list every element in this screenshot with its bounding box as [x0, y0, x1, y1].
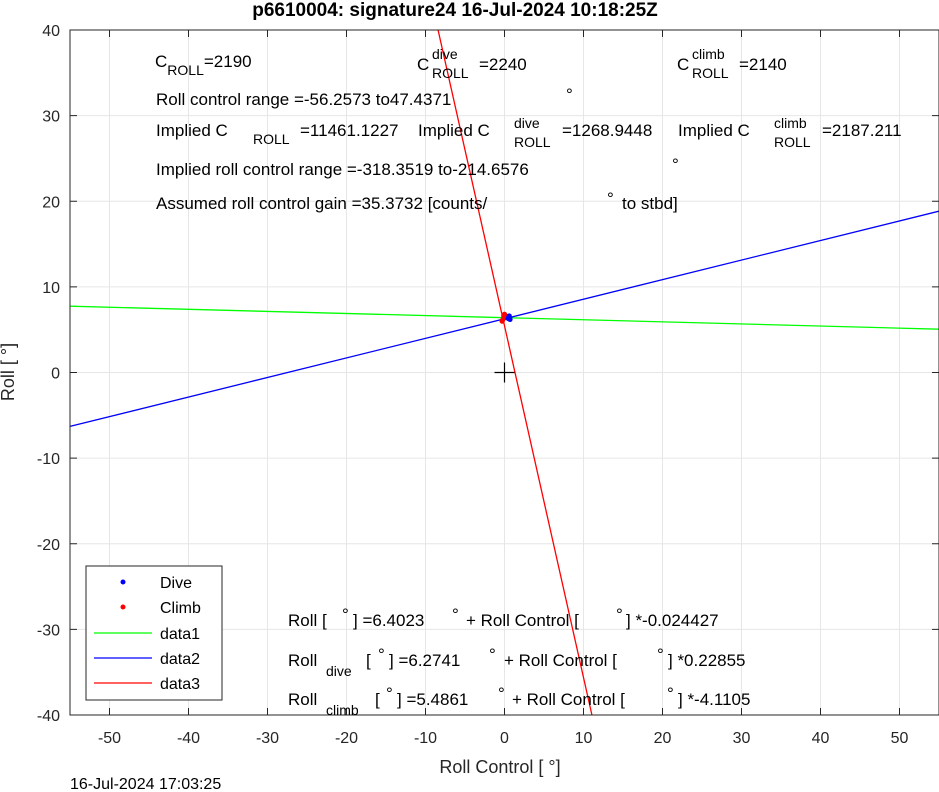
- fit-dive-mid1: ] =6.2741: [389, 651, 460, 670]
- gain-unit-text: to stbd]: [622, 194, 678, 213]
- fit-climb-post: ] *-4.1105: [678, 690, 750, 709]
- c-roll-climb-sup: climb: [692, 46, 725, 62]
- c-roll-dive-sup: dive: [432, 46, 458, 62]
- fit-all-deg-2: °: [452, 605, 459, 624]
- c-roll-climb-label: C: [677, 55, 689, 74]
- y-tick-label: 10: [42, 280, 60, 297]
- climb-point: [501, 311, 508, 317]
- fit-climb-mid1: ] =5.4861: [397, 690, 468, 709]
- implied-c-roll-climb-sup: climb: [774, 115, 807, 131]
- c-roll-dive-label: C: [417, 55, 429, 74]
- x-tick-label: -50: [98, 730, 121, 747]
- fit-dive-post: ] *0.22855: [668, 651, 746, 670]
- y-tick-labels: -40 -30 -20 -10 0 10 20 30 40: [37, 23, 60, 725]
- x-tick-label: -40: [177, 730, 200, 747]
- implied-c-roll-label: Implied C: [156, 121, 228, 140]
- c-roll-climb-value: =2140: [739, 55, 787, 74]
- y-tick-label: 20: [42, 194, 60, 211]
- annotations: CROLL=2190 C dive ROLL =2240 C climb ROL…: [155, 46, 902, 718]
- c-roll-text: CROLL=2190: [155, 52, 252, 78]
- legend-data2-label: data2: [160, 651, 200, 668]
- x-tick-label: -10: [414, 730, 437, 747]
- c-roll-dive-sub: ROLL: [432, 65, 469, 81]
- fit-climb-deg-1: °: [386, 684, 393, 703]
- legend-climb-label: Climb: [160, 600, 201, 617]
- x-tick-label: -20: [335, 730, 358, 747]
- fit-dive-deg-2: °: [489, 645, 496, 664]
- implied-c-roll-dive-value: =1268.9448: [562, 121, 652, 140]
- legend-dive-marker: [120, 579, 126, 585]
- roll-range-text: Roll control range =-56.2573 to47.4371: [156, 90, 451, 109]
- fit-climb-deg-2: °: [498, 684, 505, 703]
- center-marker: [494, 362, 515, 383]
- legend-climb-marker: [120, 604, 126, 610]
- x-tick-label: 50: [891, 730, 909, 747]
- gain-text: Assumed roll control gain =35.3732 [coun…: [156, 194, 488, 213]
- x-tick-label: 30: [733, 730, 751, 747]
- y-axis-label: Roll [ °]: [0, 343, 18, 401]
- fit-climb-mid2: + Roll Control [: [512, 690, 625, 709]
- x-tick-label: 0: [500, 730, 509, 747]
- y-tick-label: 40: [42, 23, 60, 40]
- x-tick-labels: -50 -40 -30 -20 -10 0 10 20 30 40 50: [98, 730, 909, 747]
- fit-dive-mid: [: [366, 651, 371, 670]
- legend-dive-label: Dive: [160, 575, 192, 592]
- fit-dive-pre: Roll: [288, 651, 317, 670]
- climb-point: [499, 318, 505, 324]
- fit-dive-deg-1: °: [378, 645, 385, 664]
- y-tick-label: -40: [37, 708, 60, 725]
- y-tick-label: -10: [37, 451, 60, 468]
- implied-c-roll-sub: ROLL: [253, 131, 290, 147]
- chart-title: p6610004: signature24 16-Jul-2024 10:18:…: [252, 0, 658, 21]
- fit-climb-sub: climb: [326, 702, 359, 718]
- fit-all-mid: ] =6.4023: [353, 611, 424, 630]
- fit-all-mid2: + Roll Control [: [466, 611, 579, 630]
- degree-symbol-1: °: [566, 85, 573, 104]
- implied-c-roll-dive-label: Implied C: [418, 121, 490, 140]
- x-tick-label: 40: [812, 730, 830, 747]
- implied-c-roll-value: =11461.1227: [300, 121, 398, 140]
- axis-ticks: [70, 29, 939, 716]
- implied-c-roll-dive-sub: ROLL: [514, 134, 551, 150]
- x-tick-label: 10: [575, 730, 593, 747]
- legend-data1-label: data1: [160, 626, 200, 643]
- x-tick-label: 20: [654, 730, 672, 747]
- legend: Dive Climb data1 data2 data3: [85, 565, 223, 701]
- x-axis-label: Roll Control [ °]: [439, 757, 560, 777]
- y-tick-label: 0: [51, 366, 60, 383]
- fit-all-deg-3: °: [616, 605, 623, 624]
- implied-c-roll-dive-sup: dive: [514, 115, 540, 131]
- fit-all-pre: Roll [: [288, 611, 327, 630]
- fit-dive-sub: dive: [326, 663, 352, 679]
- implied-c-roll-climb-value: =2187.211: [822, 121, 902, 140]
- data-points: [499, 311, 513, 324]
- fit-all-post: ] *-0.024427: [626, 611, 719, 630]
- y-tick-label: -30: [37, 622, 60, 639]
- implied-c-roll-climb-sub: ROLL: [774, 134, 811, 150]
- c-roll-climb-sub: ROLL: [692, 65, 729, 81]
- c-roll-dive-value: =2240: [479, 55, 527, 74]
- degree-symbol-2: °: [672, 155, 679, 174]
- fit-climb-pre: Roll: [288, 690, 317, 709]
- fit-climb-deg-3: °: [667, 684, 674, 703]
- fit-dive-mid2: + Roll Control [: [504, 651, 617, 670]
- degree-symbol-3: °: [607, 189, 614, 208]
- y-tick-label: -20: [37, 537, 60, 554]
- y-tick-label: 30: [42, 109, 60, 126]
- implied-range-text: Implied roll control range =-318.3519 to…: [156, 160, 529, 179]
- fit-climb-mid: [: [375, 690, 380, 709]
- fit-dive-deg-3: °: [657, 645, 664, 664]
- legend-data3-label: data3: [160, 676, 200, 693]
- footer-timestamp: 16-Jul-2024 17:03:25: [70, 776, 221, 792]
- data3-line: [437, 29, 593, 716]
- implied-c-roll-climb-label: Implied C: [678, 121, 750, 140]
- fit-all-deg-1: °: [342, 605, 349, 624]
- x-tick-label: -30: [256, 730, 279, 747]
